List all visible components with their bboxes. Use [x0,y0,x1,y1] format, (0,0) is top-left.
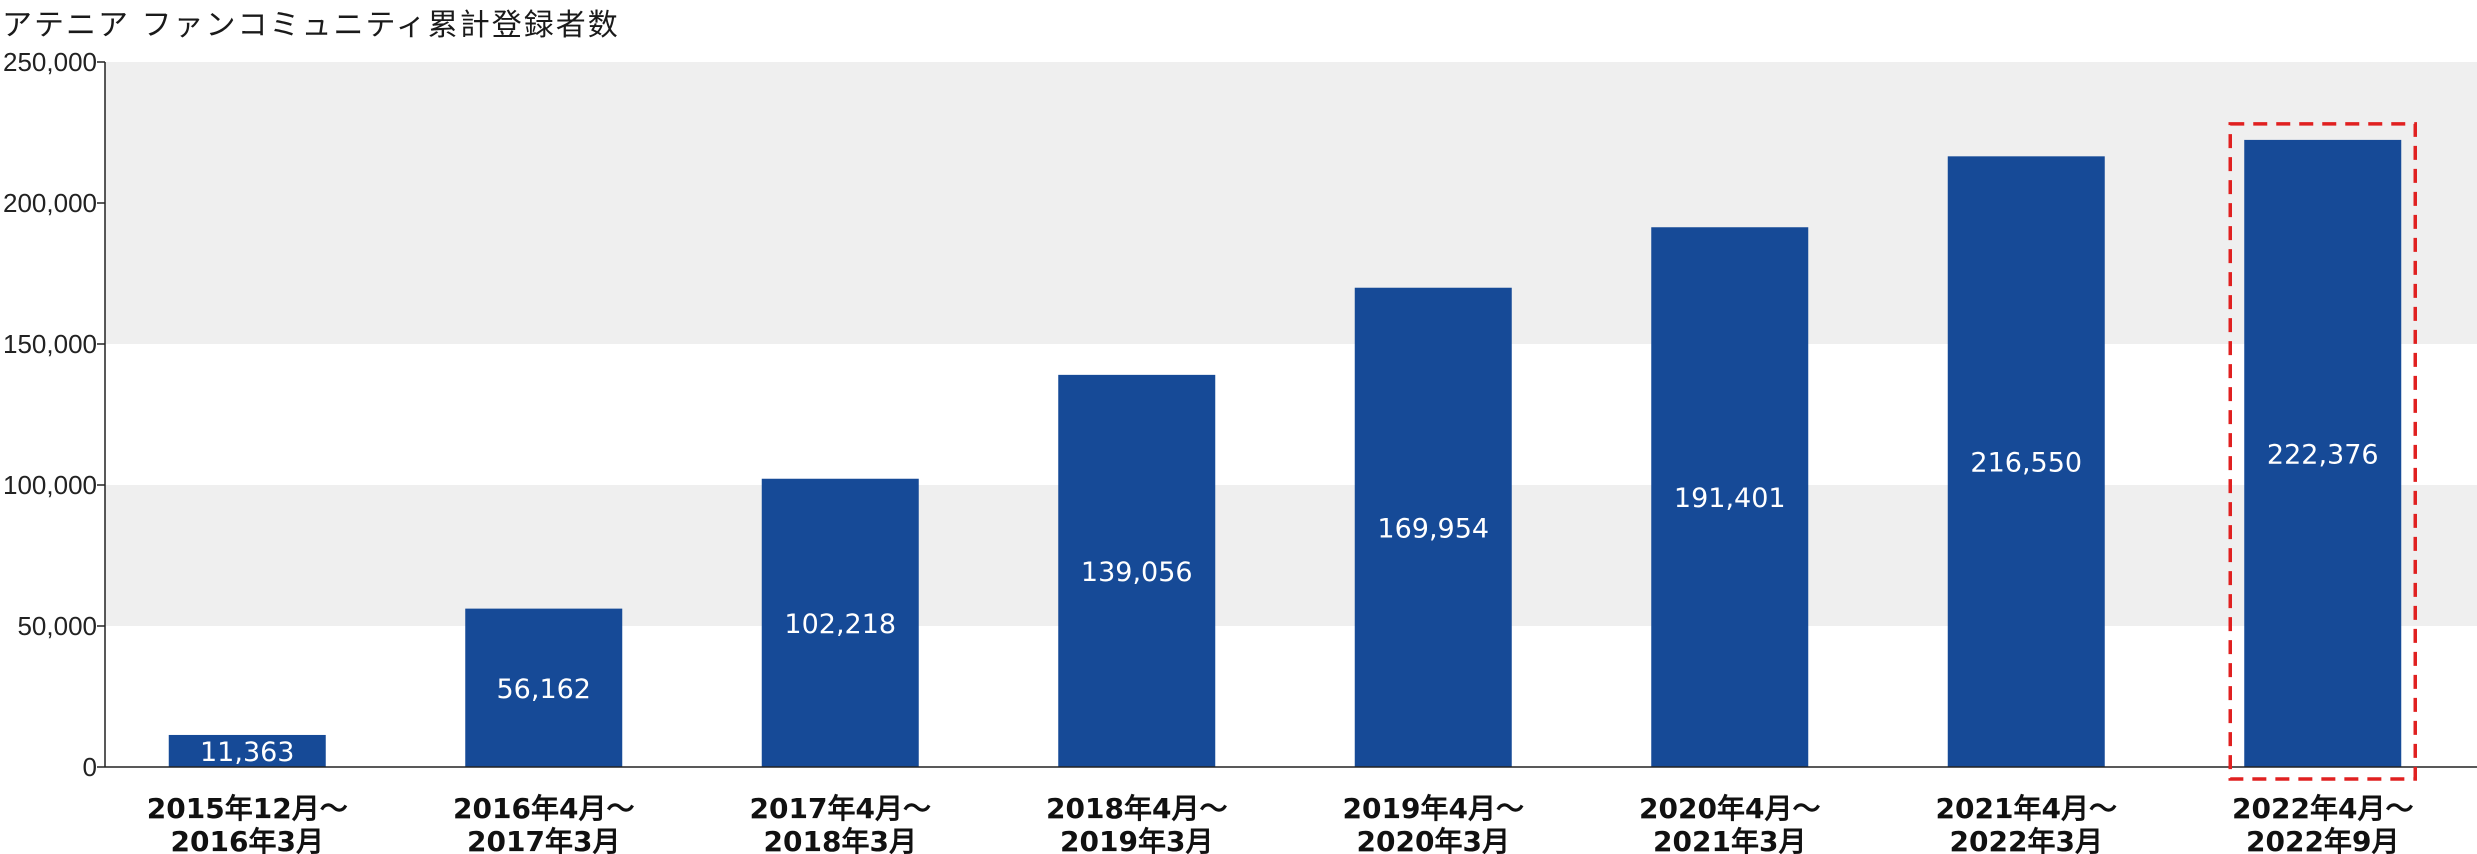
bar [1947,156,2105,768]
x-tick-label: 2016年4月～ [453,792,634,825]
data-label: 216,550 [1970,448,2082,479]
x-tick-label: 2017年3月 [467,825,620,854]
x-tick-label: 2019年3月 [1060,825,1213,854]
x-tick-label: 2022年4月～ [2232,792,2413,825]
bar [761,478,919,767]
bar [465,608,623,767]
x-tick-label: 2015年12月～ [147,792,348,825]
y-tick-label: 200,000 [3,188,97,218]
grid-band [105,485,2477,626]
bar [1058,374,1216,767]
y-axis: 0 50,000 100,000 150,000 200,000 250,000 [3,47,106,782]
data-label: 56,162 [497,674,591,705]
grid-band [105,62,2477,203]
data-label: 191,401 [1674,483,1786,514]
x-tick-label: 2021年4月～ [1936,792,2117,825]
bar [1354,287,1512,767]
data-label: 139,056 [1081,557,1193,588]
data-labels: 11,363 56,162 102,218 139,056 169,954 191,401… [200,439,2379,768]
highlight-box [2228,122,2417,781]
data-label: 102,218 [784,609,896,640]
x-tick-label: 2016年3月 [171,825,324,854]
data-label: 169,954 [1377,513,1489,544]
highlight-group [2228,122,2417,781]
bars [168,139,2402,768]
x-tick-label: 2017年4月～ [750,792,931,825]
x-tick-label: 2018年3月 [764,825,917,854]
y-tick-label: 0 [83,752,97,782]
grid-band [105,203,2477,344]
x-tick-label: 2022年9月 [2246,825,2399,854]
x-tick-label: 2022年3月 [1950,825,2103,854]
x-tick-label: 2021年3月 [1653,825,1806,854]
y-tick-label: 100,000 [3,470,97,500]
bar [168,734,326,767]
chart-title: アテニア ファンコミュニティ累計登録者数 [2,8,620,43]
data-label: 222,376 [2267,439,2379,470]
x-tick-label: 2018年4月～ [1046,792,1227,825]
data-label: 11,363 [200,737,294,768]
bar [1651,227,1809,768]
y-tick-label: 250,000 [3,47,97,77]
y-tick-label: 50,000 [17,611,97,641]
bar [2244,139,2402,768]
y-tick-label: 150,000 [3,329,97,359]
x-tick-label: 2020年4月～ [1639,792,1820,825]
x-tick-label: 2019年4月～ [1343,792,1524,825]
background-bands [105,62,2477,626]
x-axis: 2015年12月～2016年3月2016年4月～2017年3月2017年4月～2… [105,766,2477,854]
x-tick-label: 2020年3月 [1357,825,1510,854]
